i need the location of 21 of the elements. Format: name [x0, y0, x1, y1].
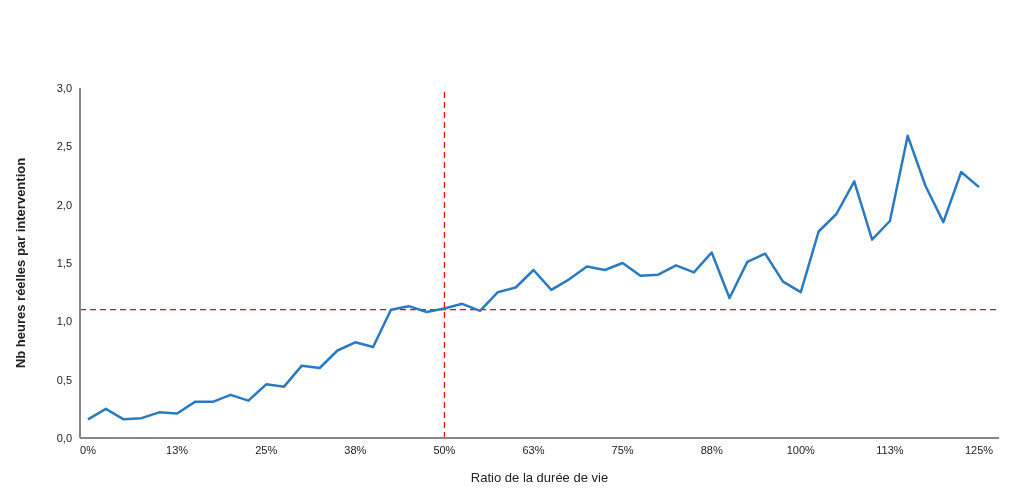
x-tick-label: 75%: [611, 443, 634, 456]
y-tick-label: 1,5: [56, 256, 72, 269]
x-tick-label: 25%: [255, 443, 278, 456]
y-tick-label: 2,5: [56, 140, 72, 153]
x-tick-label: 13%: [166, 443, 189, 456]
x-tick-label: 88%: [700, 443, 723, 456]
x-tick-label: 38%: [344, 443, 367, 456]
y-tick-label: 0,5: [56, 373, 72, 386]
x-tick-label: 113%: [876, 443, 904, 456]
line-series: [86, 134, 981, 421]
x-tick-label: 125%: [964, 443, 994, 456]
x-tick-label: 63%: [522, 443, 545, 456]
y-tick-label: 3,0: [56, 81, 72, 94]
y-tick-label: 1,0: [56, 315, 72, 328]
y-tick-label: 2,0: [56, 198, 72, 211]
x-axis-title: Ratio de la durée de vie: [470, 470, 609, 486]
y-tick-label: 0,0: [56, 431, 72, 444]
y-axis-title: Nb heures réelles par intervention: [12, 157, 28, 369]
x-tick-label: 50%: [433, 443, 456, 456]
x-tick-label: 0%: [80, 443, 97, 456]
x-tick-label: 100%: [786, 443, 816, 456]
